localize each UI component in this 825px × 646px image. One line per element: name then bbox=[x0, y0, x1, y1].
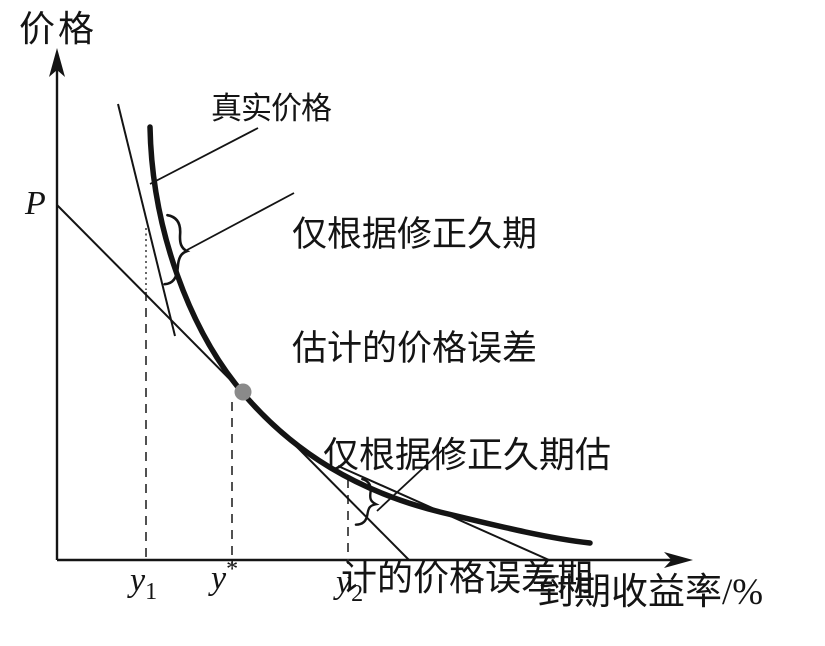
true-price-label: 真实价格 bbox=[211, 91, 332, 126]
error-brace-y2 bbox=[354, 477, 380, 526]
tick-y1-base: y bbox=[130, 562, 146, 599]
leader-true-price bbox=[149, 127, 259, 185]
leader-lower-annotation bbox=[376, 442, 451, 512]
upper-annotation-line1: 仅根据修正久期 bbox=[292, 215, 538, 254]
tick-label-y1: y1 bbox=[130, 562, 157, 604]
tick-label-ystar: y* bbox=[211, 556, 239, 598]
x-axis-label: 到期收益率/% bbox=[537, 572, 764, 613]
lower-annotation-line2: 计的价格误差期 bbox=[340, 558, 593, 598]
upper-annotation: 仅根据修正久期 估计的价格误差 bbox=[292, 140, 537, 444]
y-axis-label: 价格 bbox=[19, 9, 98, 49]
price-point-label: P bbox=[25, 185, 46, 222]
tick-y2-base: y bbox=[336, 564, 352, 601]
x-axis-arrow-icon bbox=[664, 552, 693, 568]
evaluation-point-dot bbox=[234, 383, 252, 401]
steep-tangent-line bbox=[117, 103, 176, 337]
tick-y2-subscript: 2 bbox=[351, 580, 364, 607]
upper-annotation-line2: 估计的价格误差 bbox=[292, 329, 538, 368]
true-price-curve bbox=[147, 124, 593, 546]
tick-y1-subscript: 1 bbox=[145, 578, 158, 605]
tick-label-y2: y2 bbox=[336, 564, 363, 606]
tick-ystar-superscript: * bbox=[226, 556, 239, 583]
error-brace-y1 bbox=[163, 213, 191, 286]
lower-annotation-line1: 仅根据修正久期估 bbox=[322, 435, 611, 475]
y-axis-arrow-icon bbox=[49, 48, 65, 77]
lower-annotation: 仅根据修正久期估 计的价格误差期 bbox=[317, 353, 617, 646]
leader-upper-annotation bbox=[186, 192, 295, 251]
tick-ystar-base: y bbox=[211, 560, 227, 597]
